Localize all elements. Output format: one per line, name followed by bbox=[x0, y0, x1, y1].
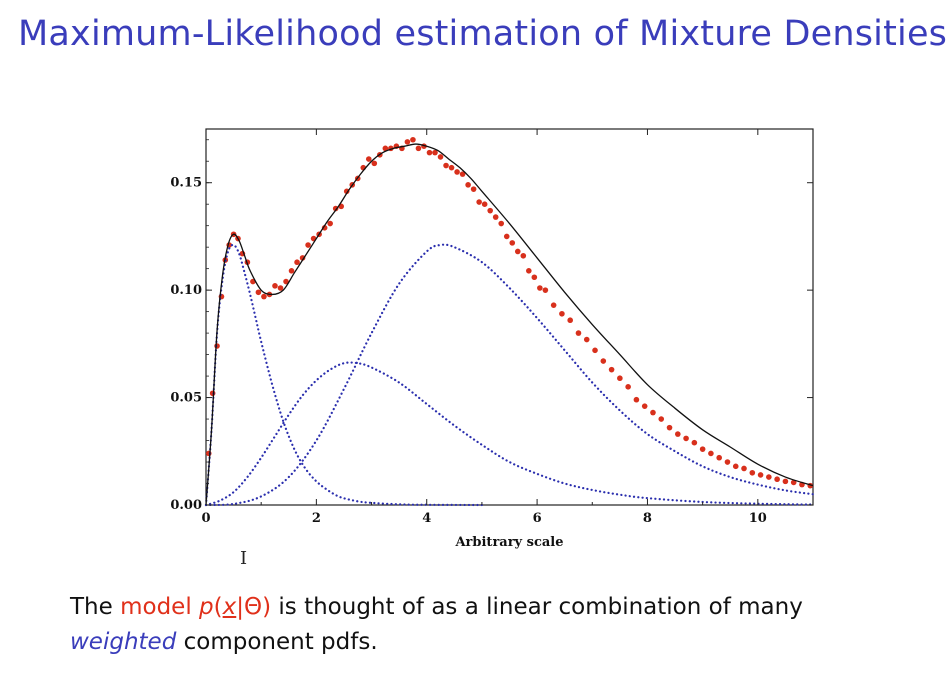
caption-model-word: model bbox=[120, 594, 192, 620]
data-point bbox=[625, 384, 631, 390]
slide-caption: The model p(x|Θ) is thought of as a line… bbox=[70, 590, 803, 660]
data-point bbox=[608, 366, 615, 373]
data-point bbox=[465, 182, 471, 188]
mixture-density-chart: 0 2 4 6 8 10 0.00 0.05 0.10 0.15 Arbitrary scale bbox=[170, 128, 815, 550]
data-point bbox=[470, 186, 477, 192]
data-point bbox=[343, 188, 350, 195]
x-tick-label: 0 bbox=[201, 511, 210, 526]
data-point bbox=[371, 160, 378, 167]
series-mixture bbox=[205, 143, 814, 506]
data-point bbox=[365, 156, 372, 162]
data-point bbox=[481, 201, 488, 207]
data-point bbox=[531, 274, 538, 281]
data-point bbox=[766, 474, 772, 480]
data-point bbox=[332, 205, 339, 212]
caption-rest-line-1: is thought of as a linear combination of… bbox=[278, 594, 803, 620]
slide-title: Maximum-Likelihood estimation of Mixture… bbox=[18, 14, 946, 54]
data-point bbox=[650, 409, 656, 416]
data-point bbox=[708, 450, 714, 457]
data-point bbox=[299, 255, 306, 261]
data-point bbox=[724, 459, 731, 465]
data-point bbox=[492, 214, 499, 220]
data-point bbox=[261, 293, 267, 300]
data-point bbox=[443, 162, 449, 169]
x-tick-label: 2 bbox=[312, 511, 321, 526]
caption-model-expression: p(x|Θ) bbox=[199, 594, 272, 620]
x-tick-label: 4 bbox=[422, 511, 431, 526]
y-tick-label: 0.10 bbox=[170, 283, 202, 298]
data-point bbox=[583, 336, 590, 343]
data-point bbox=[757, 472, 764, 478]
data-point bbox=[404, 139, 411, 145]
data-point bbox=[255, 289, 262, 296]
data-point bbox=[476, 199, 482, 205]
data-point bbox=[459, 171, 466, 177]
series-component-2 bbox=[204, 361, 815, 507]
data-point bbox=[691, 439, 698, 446]
data-point bbox=[559, 310, 565, 317]
data-point bbox=[699, 446, 706, 452]
series-component-1 bbox=[204, 243, 484, 507]
x-tick-label: 8 bbox=[643, 511, 652, 526]
data-point bbox=[437, 154, 444, 160]
data-point bbox=[520, 252, 527, 259]
caption-line-1: The model p(x|Θ) is thought of as a line… bbox=[70, 590, 803, 625]
data-point bbox=[575, 330, 582, 336]
data-point bbox=[683, 435, 689, 442]
data-point bbox=[537, 285, 543, 291]
data-point bbox=[732, 463, 739, 470]
caption-line-2: weighted component pdfs. bbox=[70, 625, 803, 660]
data-point bbox=[550, 302, 557, 308]
caption-rest-line-2: component pdfs. bbox=[183, 629, 378, 655]
data-point bbox=[448, 164, 455, 171]
data-point bbox=[277, 285, 284, 291]
data-point bbox=[426, 149, 433, 156]
data-point bbox=[288, 268, 295, 274]
data-point bbox=[526, 268, 532, 274]
data-point bbox=[454, 169, 460, 175]
x-tick-label: 10 bbox=[749, 511, 767, 526]
caption-weighted: weighted bbox=[70, 629, 177, 655]
x-tick-label: 6 bbox=[533, 511, 542, 526]
y-tick-label: 0.05 bbox=[170, 391, 202, 406]
text-cursor-icon: I bbox=[240, 548, 248, 569]
data-point bbox=[600, 358, 607, 364]
data-point bbox=[617, 375, 623, 382]
series-component-3 bbox=[204, 243, 815, 507]
data-point bbox=[542, 287, 549, 293]
data-point bbox=[321, 225, 328, 231]
data-point bbox=[675, 431, 681, 437]
data-point bbox=[641, 403, 648, 409]
data-point bbox=[509, 240, 516, 246]
data-point bbox=[283, 278, 289, 285]
data-point bbox=[774, 476, 780, 483]
data-point bbox=[294, 259, 300, 266]
data-point bbox=[498, 220, 505, 227]
data-point bbox=[633, 396, 640, 403]
data-point bbox=[514, 248, 521, 255]
data-point bbox=[716, 454, 722, 461]
y-tick-label: 0.00 bbox=[170, 498, 202, 513]
data-point bbox=[782, 478, 789, 485]
data-point bbox=[503, 233, 510, 240]
x-axis-label: Arbitrary scale bbox=[454, 535, 563, 550]
plot-frame bbox=[205, 128, 814, 506]
data-point bbox=[749, 469, 756, 476]
data-point bbox=[592, 347, 598, 354]
data-point bbox=[382, 145, 389, 152]
data-point bbox=[658, 416, 665, 422]
data-point bbox=[666, 424, 673, 431]
data-point bbox=[741, 465, 747, 472]
data-point bbox=[410, 136, 416, 143]
data-point bbox=[415, 145, 422, 152]
data-point bbox=[272, 283, 278, 289]
data-point bbox=[567, 317, 573, 324]
data-point bbox=[432, 149, 438, 156]
data-point bbox=[327, 220, 333, 227]
data-point bbox=[305, 242, 311, 248]
y-tick-label: 0.15 bbox=[170, 176, 202, 191]
data-point bbox=[487, 207, 493, 214]
caption-the: The bbox=[70, 594, 113, 620]
